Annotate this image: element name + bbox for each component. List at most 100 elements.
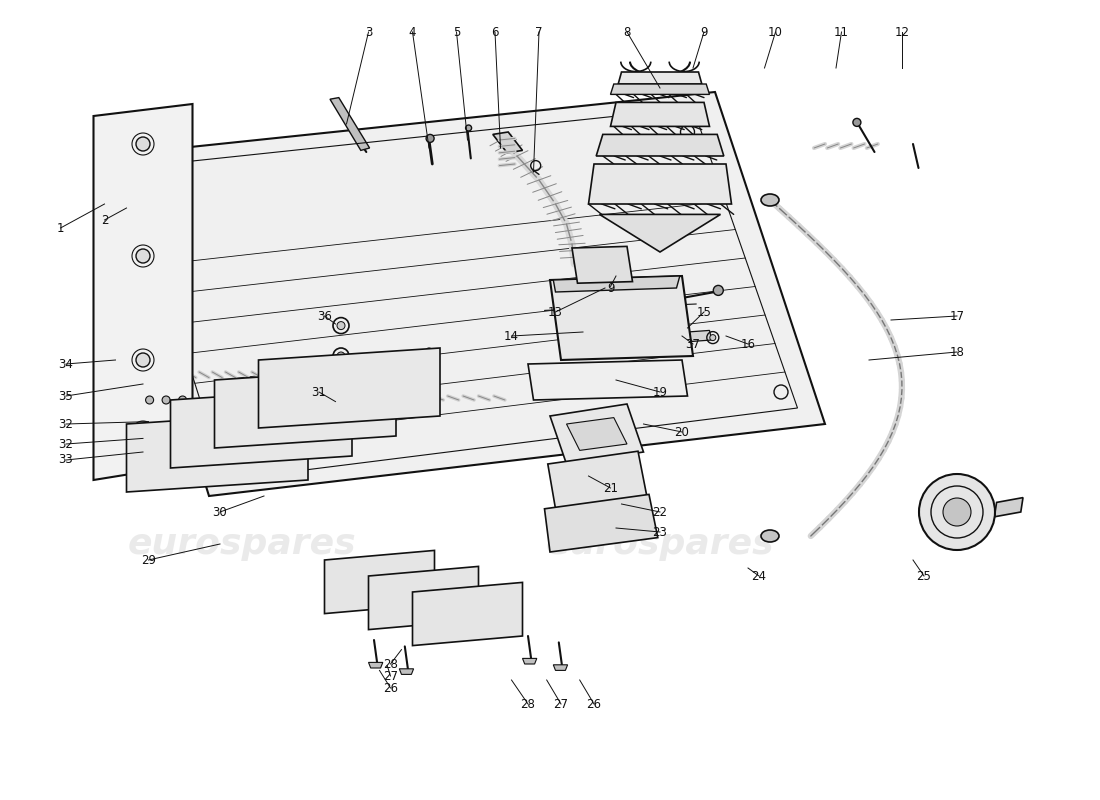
- Ellipse shape: [151, 432, 179, 451]
- Ellipse shape: [239, 417, 267, 437]
- Circle shape: [943, 498, 971, 526]
- Text: 24: 24: [751, 570, 767, 582]
- Polygon shape: [600, 214, 720, 252]
- Ellipse shape: [602, 465, 626, 482]
- Ellipse shape: [144, 456, 186, 486]
- Text: 9: 9: [607, 282, 614, 294]
- Ellipse shape: [635, 106, 685, 123]
- Polygon shape: [550, 404, 644, 464]
- Circle shape: [162, 396, 170, 404]
- Polygon shape: [688, 330, 712, 342]
- Polygon shape: [324, 550, 435, 614]
- Ellipse shape: [429, 606, 451, 622]
- Circle shape: [337, 322, 345, 330]
- Ellipse shape: [385, 590, 407, 606]
- Text: 29: 29: [141, 554, 156, 566]
- Circle shape: [647, 370, 662, 386]
- Text: 6: 6: [492, 26, 498, 38]
- Ellipse shape: [434, 586, 456, 602]
- Ellipse shape: [360, 362, 388, 382]
- Ellipse shape: [265, 426, 307, 455]
- Text: 16: 16: [740, 338, 756, 350]
- Text: 19: 19: [652, 386, 668, 398]
- Ellipse shape: [309, 406, 351, 435]
- Text: 21: 21: [603, 482, 618, 494]
- Ellipse shape: [195, 408, 223, 427]
- Text: 7: 7: [536, 26, 542, 38]
- Circle shape: [178, 396, 187, 404]
- Circle shape: [852, 118, 861, 126]
- Ellipse shape: [228, 454, 256, 474]
- Polygon shape: [214, 368, 396, 448]
- Text: 27: 27: [553, 698, 569, 710]
- Ellipse shape: [390, 570, 412, 586]
- Text: 26: 26: [383, 682, 398, 694]
- Circle shape: [584, 502, 593, 510]
- Text: 30: 30: [212, 506, 228, 518]
- Ellipse shape: [239, 388, 267, 408]
- Ellipse shape: [353, 386, 395, 415]
- Ellipse shape: [341, 574, 363, 590]
- Ellipse shape: [565, 470, 590, 487]
- Text: 11: 11: [834, 26, 849, 38]
- Ellipse shape: [478, 602, 500, 618]
- Ellipse shape: [672, 174, 701, 194]
- Text: 12: 12: [894, 26, 910, 38]
- Polygon shape: [522, 658, 537, 664]
- Ellipse shape: [221, 420, 263, 450]
- Circle shape: [145, 396, 154, 404]
- Circle shape: [465, 125, 472, 131]
- Circle shape: [426, 134, 434, 142]
- Text: 2: 2: [101, 214, 108, 226]
- Ellipse shape: [564, 295, 602, 321]
- Ellipse shape: [761, 194, 779, 206]
- Polygon shape: [258, 348, 440, 428]
- Polygon shape: [994, 498, 1023, 517]
- Circle shape: [145, 424, 154, 432]
- Ellipse shape: [188, 402, 230, 433]
- Ellipse shape: [195, 437, 223, 457]
- Text: eurospares: eurospares: [546, 527, 774, 561]
- Ellipse shape: [276, 362, 318, 393]
- Circle shape: [136, 249, 150, 263]
- Circle shape: [682, 140, 693, 150]
- Text: 15: 15: [696, 306, 712, 318]
- Text: 5: 5: [453, 26, 460, 38]
- Text: 34: 34: [58, 358, 74, 370]
- Text: 26: 26: [586, 698, 602, 710]
- Text: 14: 14: [504, 330, 519, 342]
- Text: 31: 31: [311, 386, 327, 398]
- Polygon shape: [170, 388, 352, 468]
- Ellipse shape: [228, 426, 256, 445]
- Ellipse shape: [265, 396, 307, 426]
- Ellipse shape: [628, 293, 666, 318]
- Ellipse shape: [619, 174, 648, 194]
- Polygon shape: [126, 412, 308, 492]
- Text: eurospares: eurospares: [546, 263, 774, 297]
- Text: 32: 32: [58, 438, 74, 450]
- Text: 1: 1: [57, 222, 64, 234]
- Text: 4: 4: [409, 26, 416, 38]
- Ellipse shape: [232, 412, 274, 442]
- Ellipse shape: [221, 450, 263, 479]
- Ellipse shape: [272, 402, 300, 421]
- Text: 18: 18: [949, 346, 965, 358]
- Circle shape: [627, 140, 638, 150]
- Circle shape: [603, 370, 618, 386]
- Ellipse shape: [593, 258, 611, 270]
- Ellipse shape: [316, 382, 344, 402]
- Text: 33: 33: [58, 454, 74, 466]
- Text: 27: 27: [383, 670, 398, 682]
- Circle shape: [674, 330, 685, 339]
- Polygon shape: [550, 276, 693, 360]
- Text: 36: 36: [317, 310, 332, 322]
- Text: eurospares: eurospares: [128, 263, 356, 297]
- Polygon shape: [399, 669, 414, 674]
- Circle shape: [918, 474, 996, 550]
- Ellipse shape: [151, 461, 179, 481]
- Polygon shape: [588, 164, 732, 204]
- Circle shape: [162, 424, 170, 432]
- Polygon shape: [572, 246, 632, 283]
- Polygon shape: [412, 582, 522, 646]
- Ellipse shape: [309, 376, 351, 406]
